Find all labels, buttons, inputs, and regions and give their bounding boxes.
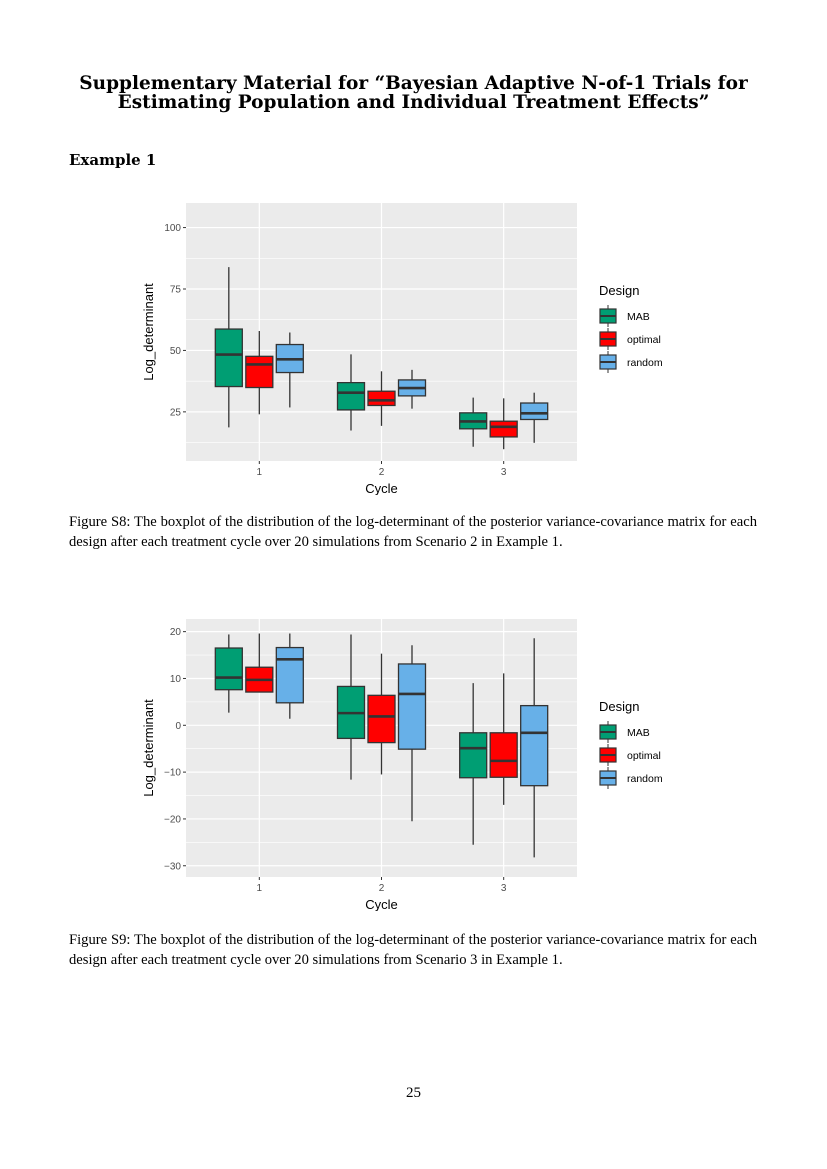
boxplot-figure-s8: 25 50 75 100 1 2 3 Cycle Log_determinant Design MA… [141,203,663,495]
legend-item-MAB: MAB [599,305,650,327]
box [214,647,243,691]
legend-label: optimal [627,334,661,346]
legend-item-optimal: optimal [599,744,661,766]
legend-label: random [627,773,663,785]
section-heading: Example 1 [69,151,157,169]
box-random-cycle-2 [397,369,427,409]
box [214,328,243,388]
box-MAB-cycle-1 [214,267,243,428]
y-tick-label: 20 [170,627,182,638]
y-tick-label: −20 [164,814,181,825]
y-tick-label: 0 [175,721,181,732]
y-tick-label: −30 [164,861,181,872]
figure-caption-s8: Figure S8: The boxplot of the distributi… [69,514,757,550]
box-MAB-cycle-3 [459,397,488,447]
y-tick-label: 50 [170,346,182,357]
legend-title: Design [599,283,639,298]
box [367,694,396,744]
box-optimal-cycle-3 [489,673,518,805]
box-MAB-cycle-2 [336,354,366,431]
box [459,732,488,779]
x-tick-label: 3 [501,467,507,478]
box-random-cycle-1 [275,332,304,408]
y-tick-label: 25 [170,407,182,418]
y-axis-label: Log_determinant [141,283,156,381]
y-tick-label: 100 [164,223,181,234]
legend-label: MAB [627,311,650,323]
y-tick-label: 10 [170,674,182,685]
y-tick-label: 75 [170,285,182,296]
box-optimal-cycle-2 [367,653,396,775]
box [275,646,304,704]
box-random-cycle-3 [520,638,549,858]
box [336,381,366,411]
legend-item-random: random [599,767,663,789]
boxplot-figure-s9: −30 −20 −10 0 10 20 1 2 3 Cycle Log_determinant Des… [141,619,663,911]
x-tick-label: 2 [379,467,385,478]
x-axis-label: Cycle [365,481,398,495]
box-optimal-cycle-2 [367,371,396,426]
x-tick-label: 1 [257,883,263,894]
box-MAB-cycle-3 [459,683,488,845]
box [367,390,396,407]
box-random-cycle-2 [397,645,427,822]
legend-title: Design [599,699,639,714]
page-number: 25 [406,1085,421,1101]
box [489,420,518,438]
x-axis-label: Cycle [365,897,398,911]
box [489,732,518,778]
legend-item-random: random [599,351,663,373]
x-tick-label: 1 [257,467,263,478]
y-tick-label: −10 [164,768,181,779]
legend-label: random [627,357,663,369]
box [397,663,427,750]
box [520,402,549,421]
paper-title: Supplementary Material for “Bayesian Ada… [40,74,787,112]
x-tick-label: 3 [501,883,507,894]
legend-label: MAB [627,727,650,739]
x-tick-label: 2 [379,883,385,894]
box [245,355,274,389]
box-optimal-cycle-3 [489,398,518,450]
box [520,704,549,787]
box-optimal-cycle-1 [245,633,274,693]
legend-label: optimal [627,750,661,762]
title-line-1: Supplementary Material for “Bayesian Ada… [79,73,748,94]
y-axis-label: Log_determinant [141,699,156,797]
box-MAB-cycle-2 [336,634,366,780]
title-line-2: Estimating Population and Individual Tre… [117,92,710,113]
box-MAB-cycle-1 [214,634,243,713]
figure-caption-s9: Figure S9: The boxplot of the distributi… [69,932,757,968]
legend-item-MAB: MAB [599,721,650,743]
box-random-cycle-3 [520,392,549,443]
legend-item-optimal: optimal [599,328,661,350]
box-optimal-cycle-1 [245,331,274,415]
box-random-cycle-1 [275,633,304,719]
